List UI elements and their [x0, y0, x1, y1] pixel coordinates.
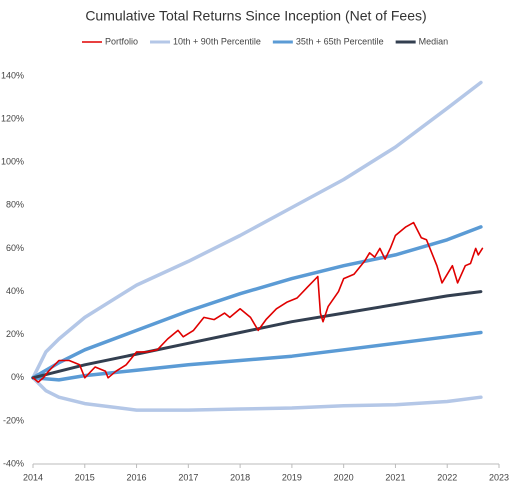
- x-tick-label: 2017: [178, 472, 198, 482]
- legend-label: Portfolio: [105, 36, 138, 46]
- x-tick-label: 2019: [282, 472, 302, 482]
- y-tick-label: -20%: [3, 415, 24, 425]
- x-tick-label: 2021: [385, 472, 405, 482]
- percentile-lower-line: [31, 376, 483, 412]
- x-tick-label: 2022: [437, 472, 457, 482]
- chart-title: Cumulative Total Returns Since Inception…: [85, 8, 426, 24]
- y-tick-label: -40%: [3, 458, 24, 468]
- legend-label: 35th + 65th Percentile: [296, 36, 384, 46]
- legend-label: 10th + 90th Percentile: [173, 36, 261, 46]
- y-tick-label: 140%: [1, 70, 24, 80]
- series-line: [32, 221, 484, 383]
- x-tick-label: 2020: [334, 472, 354, 482]
- x-tick-label: 2016: [127, 472, 147, 482]
- percentile-upper-line: [31, 80, 483, 380]
- y-tick-label: 100%: [1, 157, 24, 167]
- y-tick-label: 20%: [6, 329, 24, 339]
- y-tick-label: 120%: [1, 113, 24, 123]
- x-tick-label: 2023: [489, 472, 509, 482]
- series-line: [31, 290, 483, 380]
- x-tick-label: 2015: [75, 472, 95, 482]
- percentile-lower-line: [31, 330, 483, 382]
- y-tick-label: 40%: [6, 286, 24, 296]
- percentile-upper-line: [31, 225, 483, 380]
- y-tick-label: 0%: [11, 372, 24, 382]
- legend-label: Median: [419, 36, 449, 46]
- x-tick-label: 2018: [230, 472, 250, 482]
- x-tick-label: 2014: [23, 472, 43, 482]
- y-tick-label: 80%: [6, 200, 24, 210]
- y-tick-label: 60%: [6, 243, 24, 253]
